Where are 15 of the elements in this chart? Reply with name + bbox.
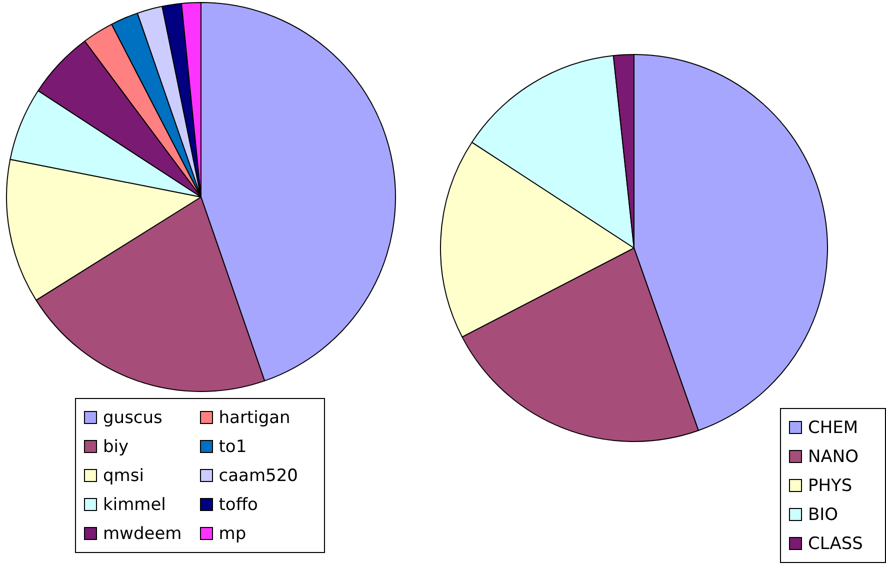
legend-label: toffo (218, 494, 258, 514)
legend-label: NANO (808, 446, 858, 466)
legend-label: mp (218, 524, 246, 544)
legend-label: CHEM (808, 418, 858, 438)
legend-label: hartigan (218, 408, 290, 428)
legend-label: biy (103, 436, 129, 456)
legend-label: caam520 (218, 466, 298, 486)
legend-label: to1 (218, 436, 247, 456)
legend-label: qmsi (103, 466, 144, 486)
legend-label: BIO (808, 504, 838, 524)
legend-label: mwdeem (103, 524, 182, 544)
legend-label: kimmel (103, 494, 166, 514)
legend-label: PHYS (808, 476, 852, 496)
legend-label: CLASS (808, 534, 863, 554)
legend-label: guscus (103, 408, 162, 428)
